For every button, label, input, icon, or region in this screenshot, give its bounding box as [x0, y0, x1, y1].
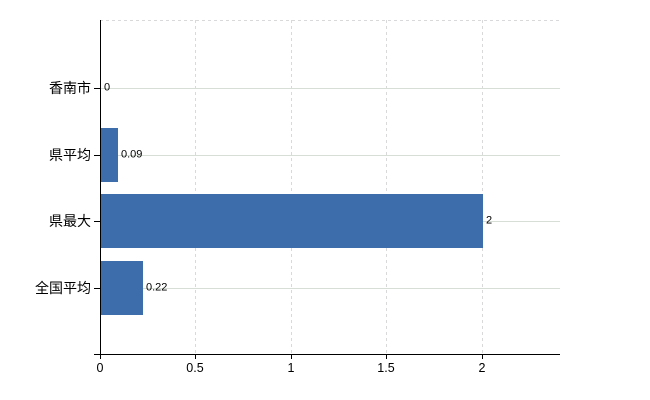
x-tick: [195, 354, 196, 359]
category-tick: [94, 221, 100, 222]
category-tick: [94, 288, 100, 289]
value-label: 0.09: [121, 148, 143, 161]
x-tick: [291, 354, 292, 359]
x-tick: [100, 354, 101, 359]
value-label: 0.22: [146, 281, 168, 294]
horizontal-gridline: [100, 288, 560, 289]
plot-top-border-line: [100, 20, 560, 21]
category-tick: [94, 155, 100, 156]
x-tick-label: 1: [287, 361, 295, 375]
category-tick: [94, 88, 100, 89]
value-label: 0: [104, 81, 111, 94]
y-axis-line: [100, 20, 101, 359]
vertical-gridline: [291, 20, 292, 354]
category-label: 県最大: [49, 213, 91, 229]
horizontal-gridline: [100, 88, 560, 89]
category-label: 県平均: [49, 147, 91, 163]
category-label: 全国平均: [35, 280, 91, 296]
bar: [101, 261, 143, 315]
x-axis-line: [94, 354, 560, 355]
x-tick: [386, 354, 387, 359]
horizontal-gridline: [100, 155, 560, 156]
x-tick-label: 1.5: [377, 361, 395, 375]
x-tick: [482, 354, 483, 359]
category-label: 香南市: [49, 80, 91, 96]
x-tick-label: 0: [96, 361, 104, 375]
value-label: 2: [486, 214, 493, 227]
vertical-gridline: [195, 20, 196, 354]
x-tick-label: 0.5: [186, 361, 204, 375]
bar: [101, 194, 483, 248]
vertical-gridline: [386, 20, 387, 354]
x-tick-label: 2: [478, 361, 486, 375]
vertical-gridline: [482, 20, 483, 354]
bar: [101, 128, 118, 182]
